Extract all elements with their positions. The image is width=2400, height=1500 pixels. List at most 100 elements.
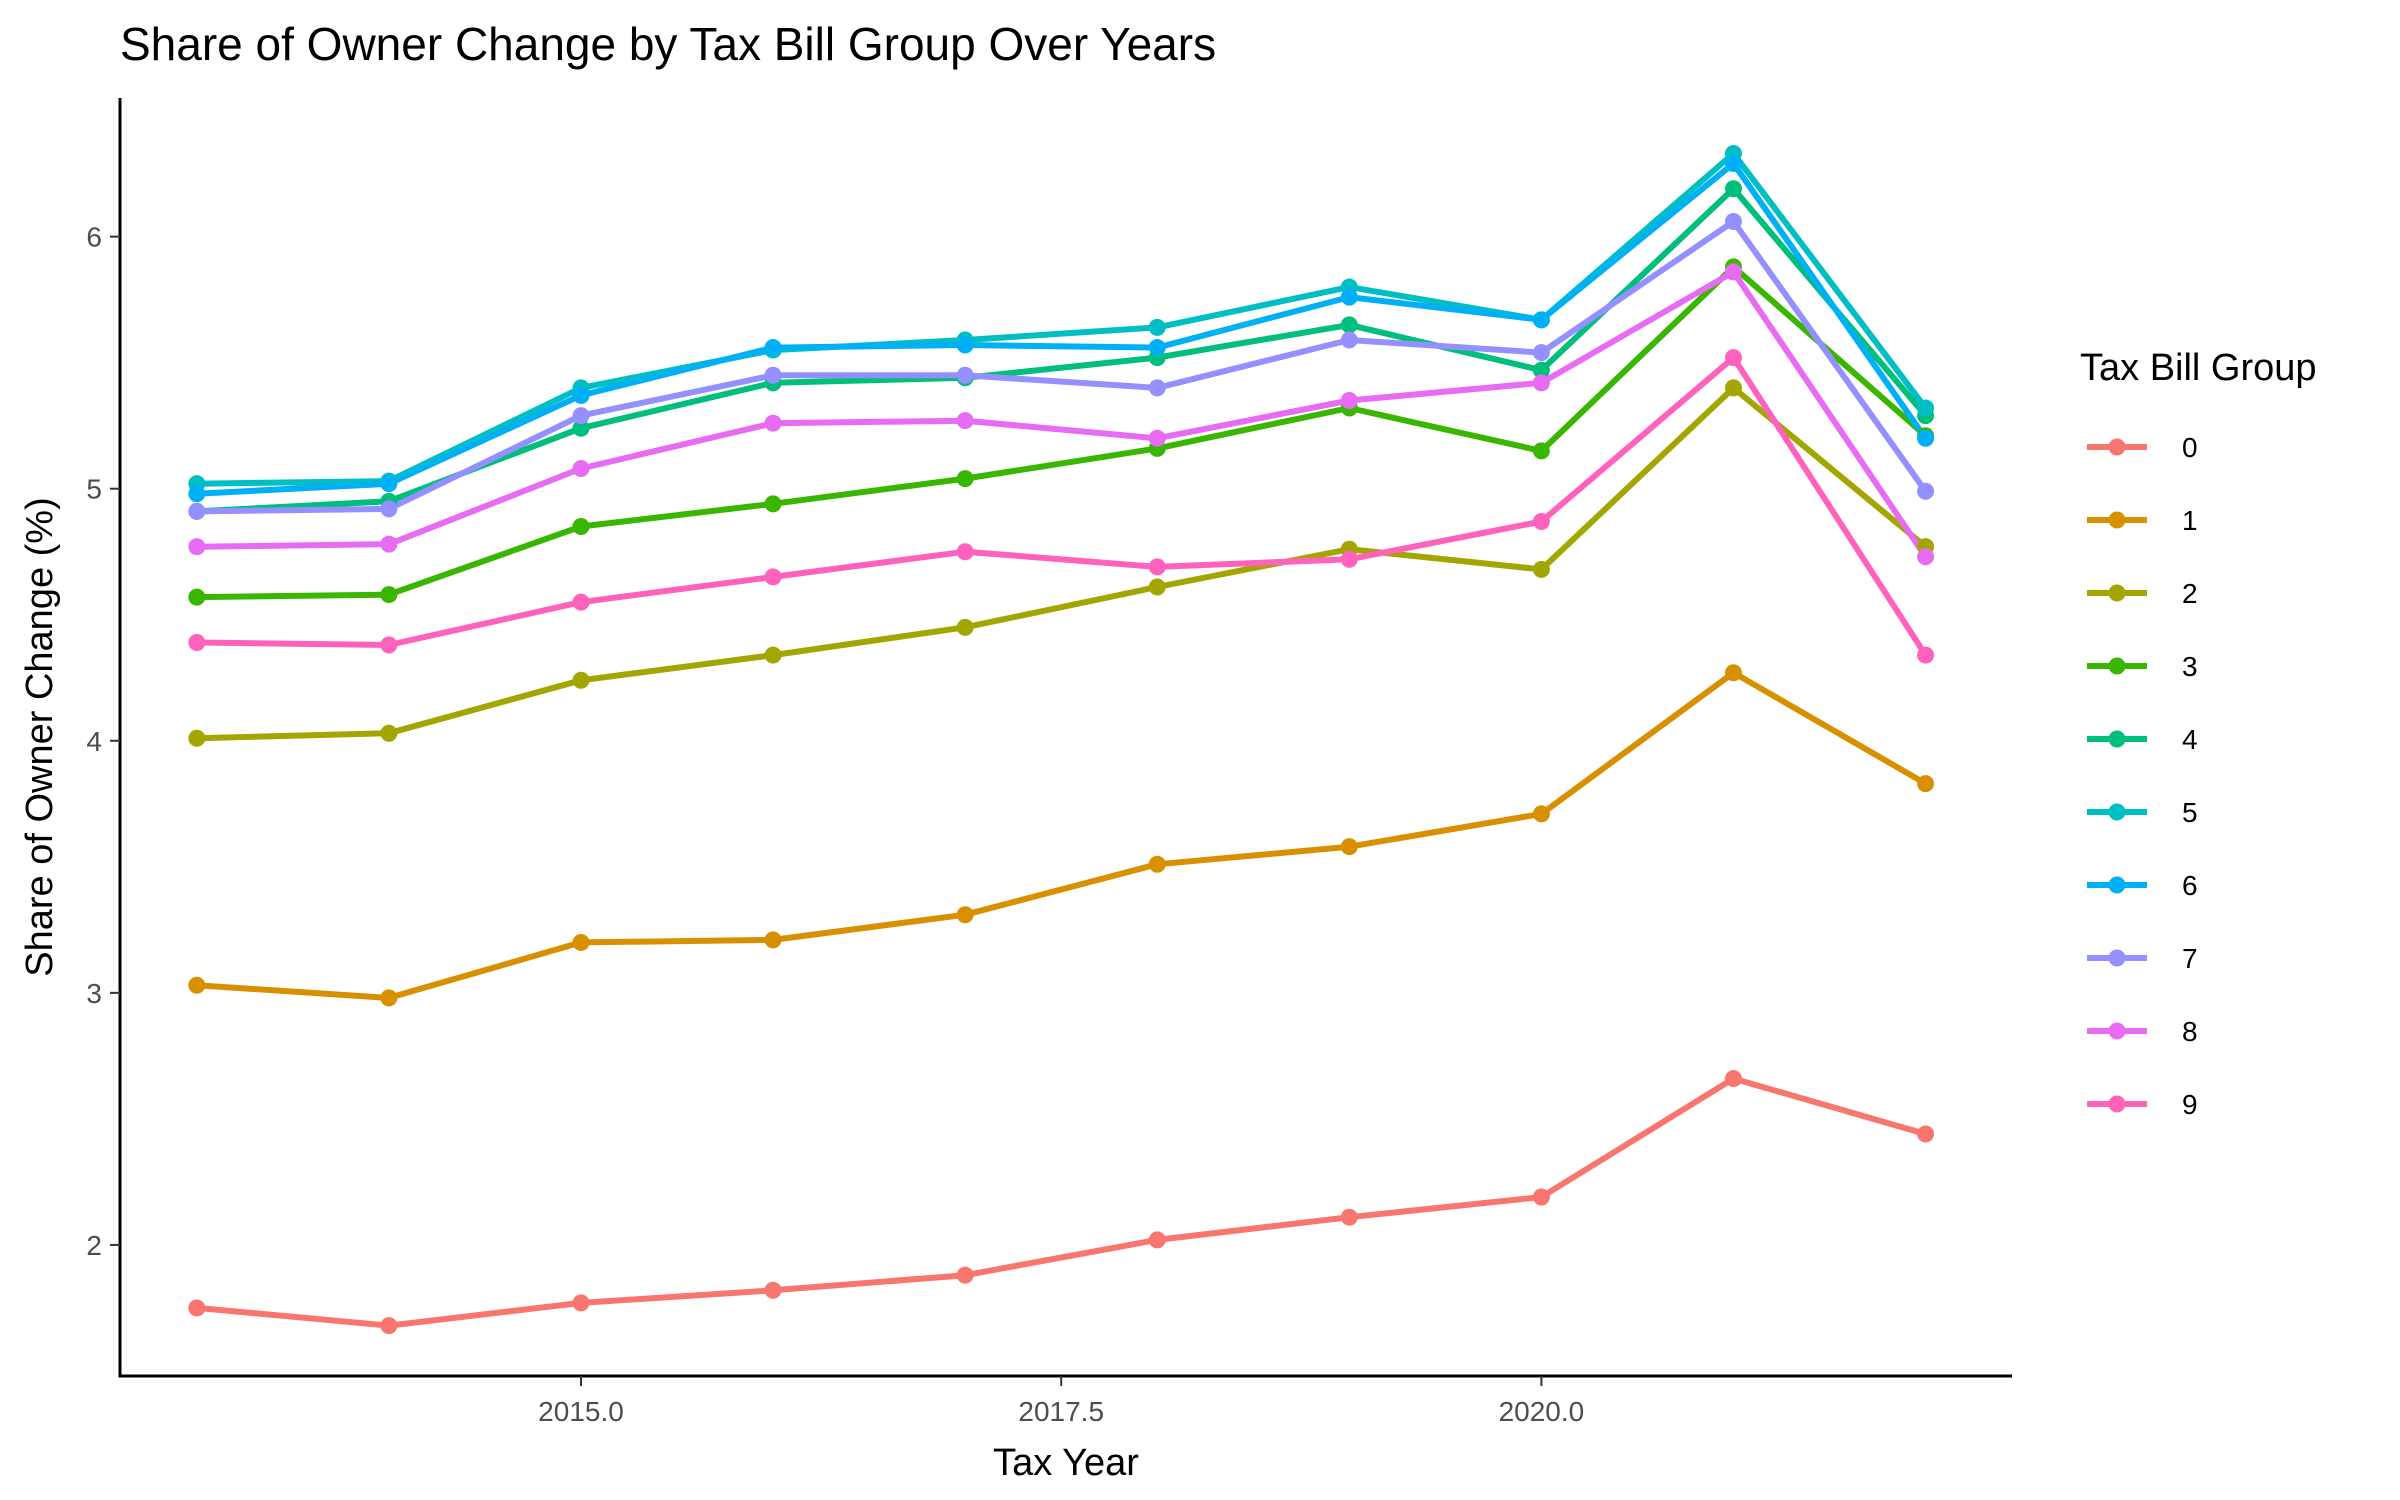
data-point-1 xyxy=(380,989,398,1007)
data-point-2 xyxy=(572,671,590,689)
legend-items: 0 1 2 3 4 5 6 7 8 9 xyxy=(2087,432,2198,1120)
x-tick-label: 2017.5 xyxy=(1018,1396,1104,1427)
legend-label: 3 xyxy=(2182,651,2198,682)
data-point-9 xyxy=(764,568,782,586)
data-point-7 xyxy=(1917,482,1935,500)
data-point-8 xyxy=(956,412,974,430)
legend-label: 2 xyxy=(2182,578,2198,609)
data-point-4 xyxy=(1340,316,1358,334)
legend-key-point xyxy=(2108,584,2126,602)
data-point-0 xyxy=(380,1317,398,1335)
data-point-8 xyxy=(572,460,590,478)
data-point-7 xyxy=(1148,379,1166,397)
data-point-4 xyxy=(572,419,590,437)
data-point-1 xyxy=(1532,805,1550,823)
y-tick-label: 6 xyxy=(86,222,102,253)
x-tick-label: 2015.0 xyxy=(538,1396,624,1427)
data-point-8 xyxy=(188,538,206,556)
data-point-6 xyxy=(572,386,590,404)
data-point-2 xyxy=(956,618,974,636)
data-point-6 xyxy=(764,339,782,357)
data-point-9 xyxy=(572,593,590,611)
legend-label: 8 xyxy=(2182,1016,2198,1047)
series-line-8 xyxy=(196,268,1929,559)
data-point-2 xyxy=(1724,379,1742,397)
data-point-0 xyxy=(188,1299,206,1317)
data-point-8 xyxy=(1532,374,1550,392)
legend-key-point xyxy=(2108,438,2126,456)
data-point-7 xyxy=(380,500,398,518)
x-ticks: 2015.0 2017.5 2020.0 xyxy=(538,1376,1584,1427)
data-point-3 xyxy=(572,518,590,536)
y-tick-label: 2 xyxy=(86,1230,102,1261)
data-point-2 xyxy=(380,724,398,742)
data-point-0 xyxy=(1340,1208,1358,1226)
data-point-1 xyxy=(956,906,974,924)
data-point-0 xyxy=(1148,1231,1166,1249)
plot-points xyxy=(188,144,1935,1335)
legend-label: 9 xyxy=(2182,1089,2198,1120)
data-point-4 xyxy=(1724,180,1742,198)
y-tick-label: 4 xyxy=(86,726,102,757)
data-point-0 xyxy=(764,1281,782,1299)
data-point-8 xyxy=(1917,548,1935,566)
y-ticks: 2 3 4 5 6 xyxy=(86,222,120,1261)
legend: Tax Bill Group 0 1 2 3 4 5 6 7 8 9 xyxy=(2080,347,2317,1120)
data-point-2 xyxy=(1532,560,1550,578)
data-point-8 xyxy=(1724,263,1742,281)
data-point-6 xyxy=(188,485,206,503)
data-point-0 xyxy=(956,1266,974,1284)
x-tick-label: 2020.0 xyxy=(1499,1396,1585,1427)
legend-label: 7 xyxy=(2182,943,2198,974)
data-point-1 xyxy=(1917,775,1935,793)
data-point-7 xyxy=(764,366,782,384)
y-tick-label: 5 xyxy=(86,474,102,505)
data-point-8 xyxy=(380,535,398,553)
data-point-9 xyxy=(380,636,398,654)
data-point-7 xyxy=(1340,331,1358,349)
legend-label: 1 xyxy=(2182,505,2198,536)
y-axis-title: Share of Owner Change (%) xyxy=(19,497,61,976)
data-point-1 xyxy=(1148,855,1166,873)
data-point-7 xyxy=(1724,213,1742,231)
data-point-6 xyxy=(1724,155,1742,173)
data-point-0 xyxy=(572,1294,590,1312)
series-line-1 xyxy=(196,669,1928,1001)
data-point-9 xyxy=(1917,646,1935,664)
data-point-7 xyxy=(956,366,974,384)
series-line-9 xyxy=(196,354,1929,657)
data-point-6 xyxy=(956,336,974,354)
data-point-9 xyxy=(1340,550,1358,568)
data-point-3 xyxy=(380,586,398,604)
series-line-0 xyxy=(196,1075,1927,1329)
data-point-3 xyxy=(1532,442,1550,460)
data-point-6 xyxy=(380,475,398,493)
data-point-7 xyxy=(572,407,590,425)
data-point-7 xyxy=(1532,344,1550,362)
data-point-0 xyxy=(1917,1125,1935,1143)
data-point-5 xyxy=(1148,318,1166,336)
legend-key-point xyxy=(2108,1022,2126,1040)
data-point-0 xyxy=(1532,1188,1550,1206)
series-line-2 xyxy=(196,384,1928,742)
plot-lines xyxy=(196,150,1929,1329)
data-point-1 xyxy=(764,931,782,949)
legend-key-point xyxy=(2108,803,2126,821)
data-point-3 xyxy=(188,588,206,606)
data-point-6 xyxy=(1340,288,1358,306)
data-point-0 xyxy=(1724,1070,1742,1088)
data-point-9 xyxy=(1532,512,1550,530)
data-point-1 xyxy=(1724,664,1742,682)
legend-label: 4 xyxy=(2182,724,2198,755)
legend-label: 6 xyxy=(2182,870,2198,901)
data-point-2 xyxy=(764,646,782,664)
data-point-8 xyxy=(1340,391,1358,409)
data-point-1 xyxy=(188,976,206,994)
legend-label: 0 xyxy=(2182,432,2198,463)
data-point-1 xyxy=(572,933,590,951)
series-line-5 xyxy=(196,150,1928,487)
data-point-8 xyxy=(1148,429,1166,447)
legend-key-point xyxy=(2108,730,2126,748)
y-tick-label: 3 xyxy=(86,978,102,1009)
